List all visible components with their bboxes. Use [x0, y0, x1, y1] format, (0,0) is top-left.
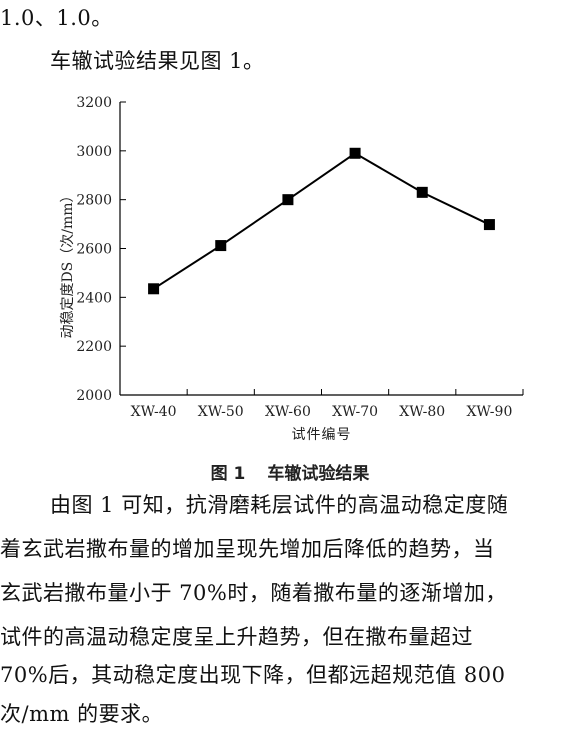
data-point — [483, 219, 495, 231]
figure-caption: 图 1 车辙试验结果 — [0, 459, 580, 484]
x-tick-label: XW-60 — [265, 404, 311, 420]
data-point — [148, 283, 160, 295]
x-tick-label: XW-80 — [399, 404, 445, 420]
y-tick-label: 2400 — [76, 290, 112, 306]
figure-title: 车辙试验结果 — [267, 464, 370, 484]
data-point — [416, 186, 428, 198]
x-tick-label: XW-90 — [466, 404, 512, 420]
data-point — [215, 240, 227, 252]
series-line — [153, 152, 490, 290]
paragraph-line-1: 由图 1 可知，抗滑磨耗层试件的高温动稳定度随 — [50, 493, 509, 517]
x-tick-label: XW-50 — [198, 404, 244, 420]
paragraph-line-3: 玄武岩撒布量小于 70%时，随着撒布量的逐渐增加， — [0, 581, 507, 605]
x-tick-label: XW-70 — [332, 404, 378, 420]
y-tick-label: 3200 — [76, 95, 112, 111]
y-tick-label: 2000 — [76, 388, 112, 404]
paragraph-line-2: 着玄武岩撒布量的增加呈现先增加后降低的趋势，当 — [0, 537, 495, 561]
intro-sentence: 车辙试验结果见图 1。 — [50, 49, 265, 73]
x-axis-title: 试件编号 — [292, 427, 352, 443]
y-tick-label: 2200 — [76, 339, 112, 355]
paragraph-line-4: 试件的高温动稳定度呈上升趋势，但在撒布量超过 — [0, 625, 473, 649]
x-tick-label: XW-40 — [131, 404, 177, 420]
paragraph-line-6: 次/mm 的要求。 — [0, 702, 164, 726]
data-point — [349, 147, 361, 159]
paragraph-line-5: 70%后，其动稳定度出现下降，但都远超规范值 800 — [0, 663, 506, 687]
y-axis-title: 动稳定度DS（次/mm） — [60, 188, 76, 338]
text-top-line: 1.0、1.0。 — [0, 6, 113, 30]
line-chart: 2000 2200 2400 2600 2800 3000 3200 XW-40 XW-50 XW… — [60, 95, 524, 443]
data-point — [282, 194, 294, 206]
y-tick-label: 2800 — [76, 193, 112, 209]
figure-number: 图 1 — [210, 464, 246, 484]
y-tick-label: 2600 — [76, 242, 112, 258]
y-tick-label: 3000 — [76, 144, 112, 160]
